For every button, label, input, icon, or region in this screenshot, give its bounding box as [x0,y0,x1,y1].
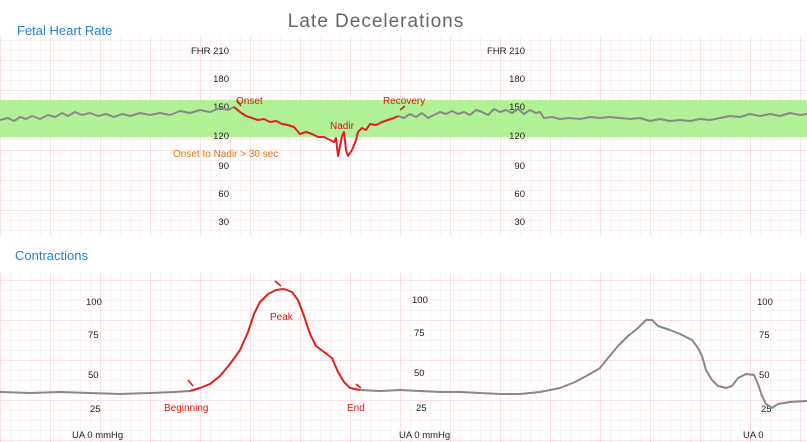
ua-tick-0: UA 0 mmHg [72,430,123,441]
ua3-tick-75: 75 [759,330,770,341]
fhr2-tick-150: 150 [509,102,525,113]
ua2-tick-0: UA 0 mmHg [399,430,450,441]
fhr2-tick-180: 180 [509,74,525,85]
fhr-tick-60: 60 [218,189,229,200]
ua2-tick-75: 75 [414,328,425,339]
contractions-heading: Contractions [15,248,88,263]
onset-to-nadir-label: Onset to Nadir > 30 sec [173,149,278,160]
fhr-tick-90: 90 [218,161,229,172]
fhr2-tick-60: 60 [514,189,525,200]
fhr-heading: Fetal Heart Rate [17,23,112,38]
fhr2-tick-210: FHR 210 [487,46,525,57]
ua2-tick-50: 50 [414,368,425,379]
fhr-trace-gray [0,106,807,122]
onset-label: Onset [236,96,263,107]
ua2-tick-25: 25 [416,403,427,414]
ua-grid [0,272,807,442]
ua3-tick-25: 25 [761,404,772,415]
ua2-tick-100: 100 [412,295,428,306]
fhr-tick-120: 120 [213,131,229,142]
fhr-deceleration-trace [233,106,399,157]
ua3-tick-100: 100 [757,297,773,308]
peak-marker [274,280,282,287]
fhr-tick-180: 180 [213,74,229,85]
fhr2-tick-90: 90 [514,161,525,172]
ua3-tick-0: UA 0 [743,430,764,441]
end-marker [355,383,362,389]
ua-trace-gray [0,319,807,409]
recovery-marker [399,105,406,111]
ua-tick-75: 75 [88,330,99,341]
fhr2-tick-30: 30 [514,217,525,228]
onset-marker [236,99,242,107]
ua-tick-50: 50 [88,370,99,381]
beginning-label: Beginning [164,403,208,414]
nadir-label: Nadir [330,121,355,132]
ua3-tick-50: 50 [759,370,770,381]
recovery-label: Recovery [383,96,425,107]
fhr2-tick-120: 120 [509,131,525,142]
peak-label: Peak [270,312,294,323]
page-title: Late Decelerations [288,11,464,32]
ua-tick-100: 100 [86,297,102,308]
fhr-tick-210: FHR 210 [191,46,229,57]
beginning-marker [187,379,194,387]
ua-tick-25: 25 [90,404,101,415]
ua-contraction-trace [189,288,361,392]
end-label: End [347,403,365,414]
fhr-tick-30: 30 [218,217,229,228]
